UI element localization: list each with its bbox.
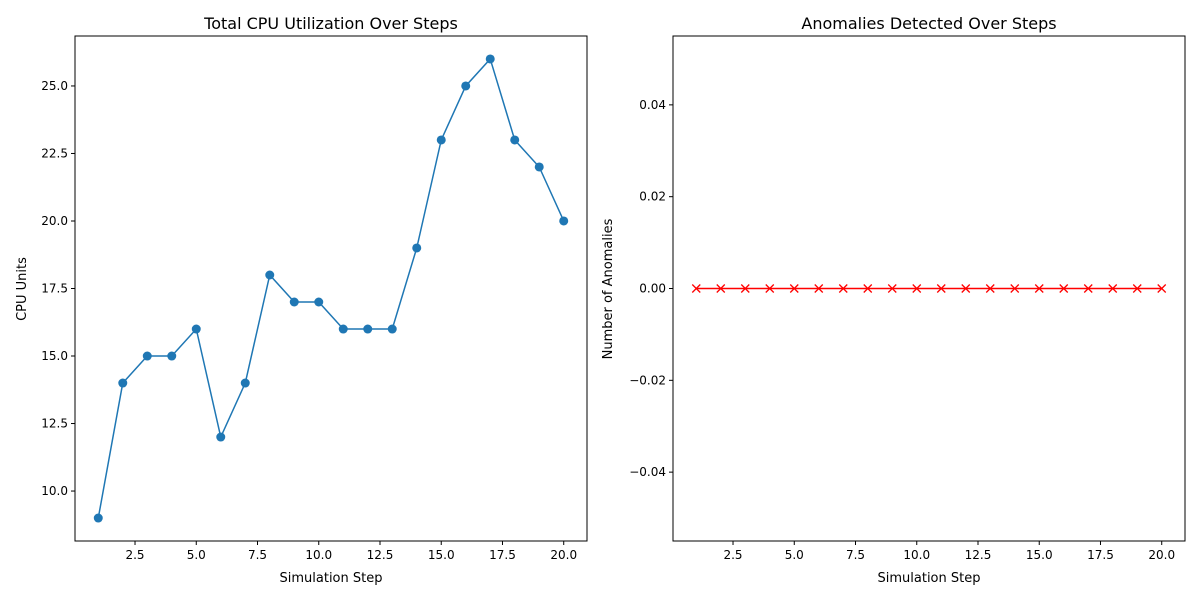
cpu-data-point bbox=[412, 243, 422, 253]
cpu-data-point bbox=[363, 324, 373, 334]
cpu-x-tick-label: 2.5 bbox=[125, 548, 144, 562]
anomalies-data-point bbox=[716, 284, 726, 293]
anomalies-chart-title: Anomalies Detected Over Steps bbox=[801, 14, 1056, 33]
anomalies-data-point bbox=[1034, 284, 1044, 293]
anomalies-x-tick-label: 7.5 bbox=[846, 548, 865, 562]
cpu-x-tick-label: 5.0 bbox=[187, 548, 206, 562]
cpu-data-point bbox=[510, 135, 520, 145]
cpu-x-tick-label: 7.5 bbox=[248, 548, 267, 562]
anomalies-x-tick-label: 17.5 bbox=[1087, 548, 1114, 562]
cpu-data-point bbox=[314, 297, 324, 307]
cpu-x-tick-label: 12.5 bbox=[367, 548, 394, 562]
anomalies-y-tick-label: 0.02 bbox=[639, 190, 666, 204]
cpu-data-point bbox=[191, 324, 201, 334]
cpu-chart-title: Total CPU Utilization Over Steps bbox=[203, 14, 458, 33]
anomalies-data-point bbox=[887, 284, 897, 293]
anomalies-data-point bbox=[912, 284, 922, 293]
anomalies-data-point bbox=[1132, 284, 1142, 293]
cpu-x-tick-label: 15.0 bbox=[428, 548, 455, 562]
cpu-data-point bbox=[387, 324, 397, 334]
anomalies-data-point bbox=[1059, 284, 1069, 293]
cpu-y-tick-label: 25.0 bbox=[41, 79, 68, 93]
cpu-y-tick-label: 17.5 bbox=[41, 282, 68, 296]
cpu-y-tick-label: 10.0 bbox=[41, 484, 68, 498]
anomalies-y-tick-label: 0.00 bbox=[639, 282, 666, 296]
anomalies-x-tick-label: 20.0 bbox=[1148, 548, 1175, 562]
cpu-data-point bbox=[485, 54, 495, 64]
cpu-y-tick-label: 20.0 bbox=[41, 214, 68, 228]
anomalies-data-point bbox=[985, 284, 995, 293]
anomalies-x-tick-label: 10.0 bbox=[903, 548, 930, 562]
anomalies-data-point bbox=[789, 284, 799, 293]
anomalies-plot-area: 2.5 5.0 7.5 10.0 12.5 15.0 17.5 20.0 −0.04 −0.02 0… bbox=[629, 35, 1186, 562]
cpu-data-point bbox=[461, 81, 471, 91]
anomalies-data-point bbox=[936, 284, 946, 293]
cpu-y-tick-label: 15.0 bbox=[41, 349, 68, 363]
anomalies-y-tick-label: −0.02 bbox=[629, 373, 666, 387]
cpu-data-point bbox=[118, 378, 128, 388]
cpu-y-tick-label: 22.5 bbox=[41, 146, 68, 160]
cpu-data-point bbox=[289, 297, 299, 307]
cpu-data-point bbox=[167, 351, 177, 361]
anomalies-data-point bbox=[1108, 284, 1118, 293]
anomalies-data-point bbox=[814, 284, 824, 293]
anomalies-data-point bbox=[691, 284, 701, 293]
anomalies-y-tick-label: 0.04 bbox=[639, 98, 666, 112]
cpu-utilization-chart: Total CPU Utilization Over Steps 2.5 5.0 7… bbox=[15, 14, 588, 586]
cpu-data-point bbox=[93, 513, 103, 523]
cpu-data-point bbox=[240, 378, 250, 388]
anomalies-data-point bbox=[740, 284, 750, 293]
anomalies-data-point bbox=[863, 284, 873, 293]
cpu-data-point bbox=[534, 162, 544, 172]
cpu-x-tick-label: 20.0 bbox=[550, 548, 577, 562]
anomalies-data-point bbox=[961, 284, 971, 293]
anomalies-data-point bbox=[1083, 284, 1093, 293]
anomalies-chart: Anomalies Detected Over Steps 2.5 5.0 7.5 1… bbox=[601, 14, 1186, 586]
cpu-data-point bbox=[265, 270, 275, 280]
cpu-x-axis-label: Simulation Step bbox=[280, 571, 383, 586]
anomalies-data-point bbox=[1010, 284, 1020, 293]
cpu-y-axis-label: CPU Units bbox=[15, 257, 30, 321]
anomalies-x-tick-label: 12.5 bbox=[965, 548, 992, 562]
anomalies-data-point bbox=[765, 284, 775, 293]
anomalies-x-tick-label: 15.0 bbox=[1026, 548, 1053, 562]
anomalies-x-axis-label: Simulation Step bbox=[878, 571, 981, 586]
anomalies-data-point bbox=[838, 284, 848, 293]
cpu-data-point bbox=[559, 216, 569, 226]
cpu-data-point bbox=[436, 135, 446, 145]
anomalies-x-tick-label: 5.0 bbox=[785, 548, 804, 562]
cpu-y-tick-label: 12.5 bbox=[41, 417, 68, 431]
anomalies-y-tick-label: −0.04 bbox=[629, 465, 666, 479]
anomalies-data-point bbox=[1157, 284, 1167, 293]
cpu-x-tick-label: 10.0 bbox=[305, 548, 332, 562]
anomalies-x-tick-label: 2.5 bbox=[723, 548, 742, 562]
cpu-x-tick-label: 17.5 bbox=[489, 548, 516, 562]
cpu-series-line bbox=[97, 57, 565, 519]
cpu-plot-area: 2.5 5.0 7.5 10.0 12.5 15.0 17.5 20.0 10.0 12.5 15.… bbox=[41, 35, 588, 562]
anomalies-y-axis-label: Number of Anomalies bbox=[601, 218, 616, 359]
cpu-data-point bbox=[338, 324, 348, 334]
cpu-data-point bbox=[142, 351, 152, 361]
cpu-data-point bbox=[216, 432, 226, 442]
